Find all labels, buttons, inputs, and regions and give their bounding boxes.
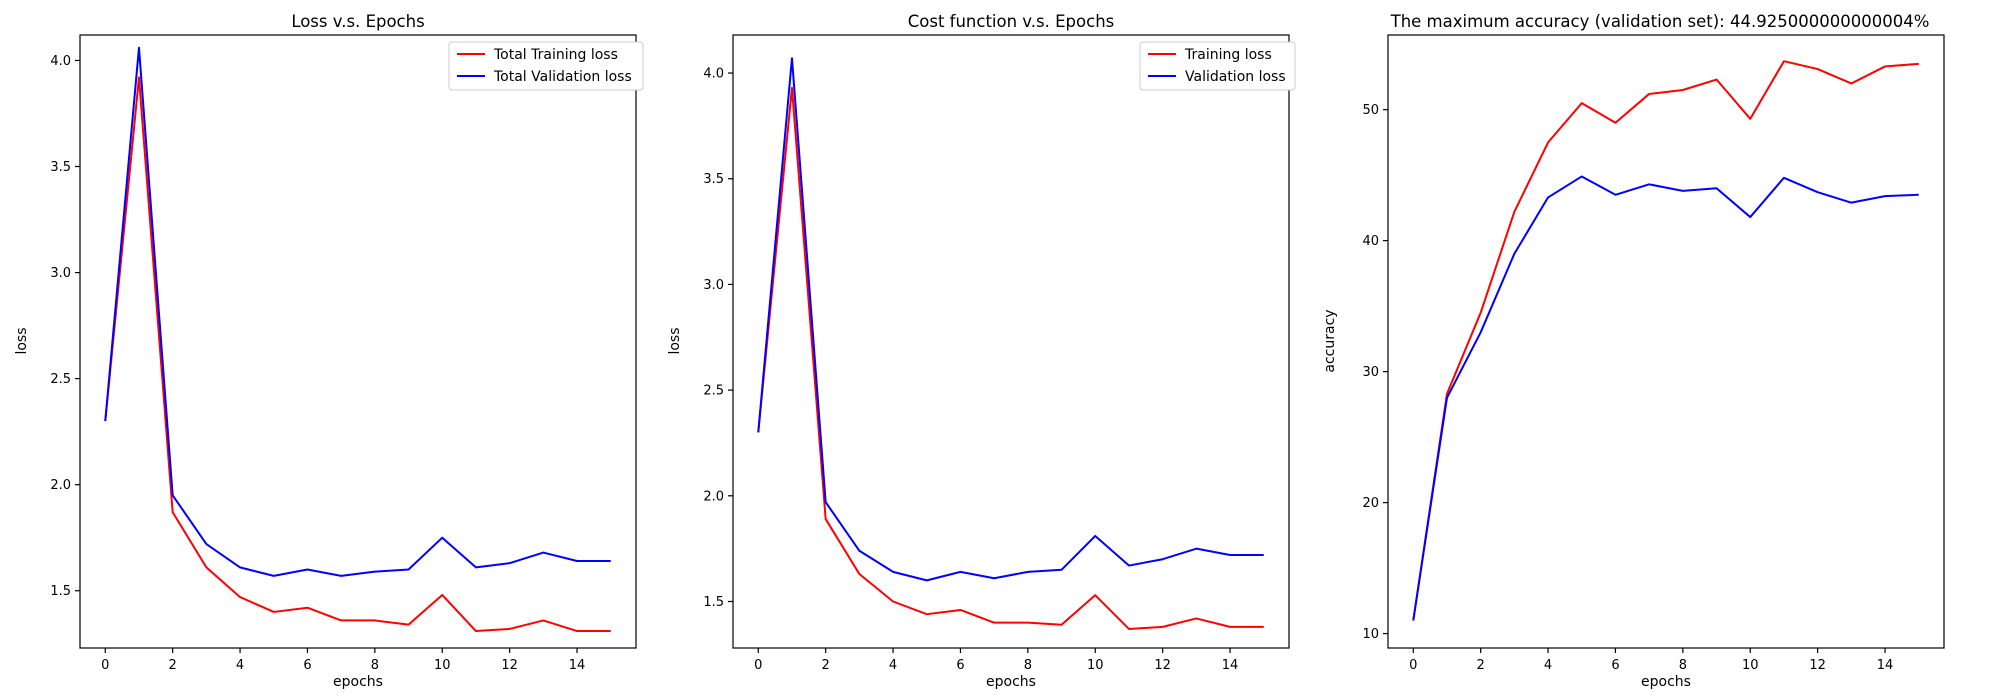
x-tick-label: 4 [889,658,897,673]
legend-frame [1139,41,1296,91]
y-tick-label: 2.0 [50,478,71,493]
y-axis-label: loss [667,327,683,354]
y-tick-label: 40 [1362,234,1379,249]
tick-group: 0 2 4 6 8 10 12 14 1.5 2.0 2.5 3.0 3.5 4.0 [50,54,585,673]
x-tick-label: 8 [371,658,379,673]
series-group [104,46,611,633]
y-tick-label: 2.0 [703,489,724,504]
panel-title: Loss v.s. Epochs [291,12,424,31]
series-line-validation [757,57,1264,582]
panel-loss: Loss v.s. Epochs 0 2 4 6 8 10 12 14 1.5 2.0 2.5 3.0… [14,12,644,690]
series-group [1412,60,1919,621]
x-tick-label: 8 [1679,658,1687,673]
x-tick-label: 2 [822,658,830,673]
legend-label-validation: Total Validation loss [493,69,632,85]
legend: Training loss Validation loss [1139,41,1296,91]
x-axis-label: epochs [333,674,383,690]
x-tick-label: 6 [303,658,311,673]
tick-group: 0 2 4 6 8 10 12 14 1.5 2.0 2.5 3.0 3.5 4.0 [703,67,1238,673]
x-tick-label: 0 [1409,658,1417,673]
x-tick-label: 14 [569,658,586,673]
y-tick-label: 4.0 [50,54,71,69]
series-line-training [1412,60,1919,621]
series-line-training [104,76,611,633]
y-tick-label: 4.0 [703,67,724,82]
x-tick-label: 2 [1477,658,1485,673]
y-tick-label: 50 [1362,103,1379,118]
x-tick-label: 4 [236,658,244,673]
x-tick-label: 0 [101,658,109,673]
y-tick-label: 3.5 [703,172,724,187]
legend-frame [448,41,644,91]
x-tick-label: 6 [1611,658,1619,673]
panel-title: Cost function v.s. Epochs [908,12,1115,31]
plot-frame [1387,34,1945,649]
panel-accuracy: The maximum accuracy (validation set): 4… [1322,12,1945,690]
x-tick-label: 12 [501,658,518,673]
x-tick-label: 10 [1742,658,1759,673]
x-tick-label: 4 [1544,658,1552,673]
tick-group: 0 2 4 6 8 10 12 14 10 20 30 40 50 [1362,103,1893,673]
panel-cost-function: Cost function v.s. Epochs 0 2 4 6 8 10 12 14 1.5… [667,12,1296,690]
x-tick-label: 12 [1809,658,1826,673]
x-tick-label: 10 [434,658,451,673]
x-tick-label: 2 [169,658,177,673]
x-axis-label: epochs [1641,674,1691,690]
x-tick-label: 14 [1877,658,1894,673]
legend: Total Training loss Total Validation los… [448,41,644,91]
y-tick-label: 2.5 [703,384,724,399]
series-group [757,57,1264,630]
panel-title: The maximum accuracy (validation set): 4… [1390,12,1930,31]
y-tick-label: 30 [1362,365,1379,380]
x-tick-label: 10 [1087,658,1104,673]
x-tick-label: 12 [1154,658,1171,673]
plot-frame [732,34,1290,649]
series-line-validation [1412,175,1919,621]
y-tick-label: 1.5 [50,584,71,599]
x-tick-label: 14 [1222,658,1239,673]
legend-label-validation: Validation loss [1185,69,1286,85]
x-tick-label: 8 [1024,658,1032,673]
y-tick-label: 3.0 [50,266,71,281]
series-line-validation [104,46,611,577]
y-axis-label: loss [14,327,30,354]
y-tick-label: 20 [1362,496,1379,511]
x-tick-label: 6 [956,658,964,673]
y-tick-label: 3.0 [703,278,724,293]
legend-label-training: Training loss [1184,47,1272,63]
plot-frame [79,34,637,649]
y-tick-label: 3.5 [50,160,71,175]
y-tick-label: 2.5 [50,372,71,387]
y-axis-label: accuracy [1322,309,1338,372]
legend-label-training: Total Training loss [493,47,618,63]
y-tick-label: 1.5 [703,595,724,610]
y-tick-label: 10 [1362,627,1379,642]
series-line-training [757,86,1264,630]
x-axis-label: epochs [986,674,1036,690]
x-tick-label: 0 [754,658,762,673]
